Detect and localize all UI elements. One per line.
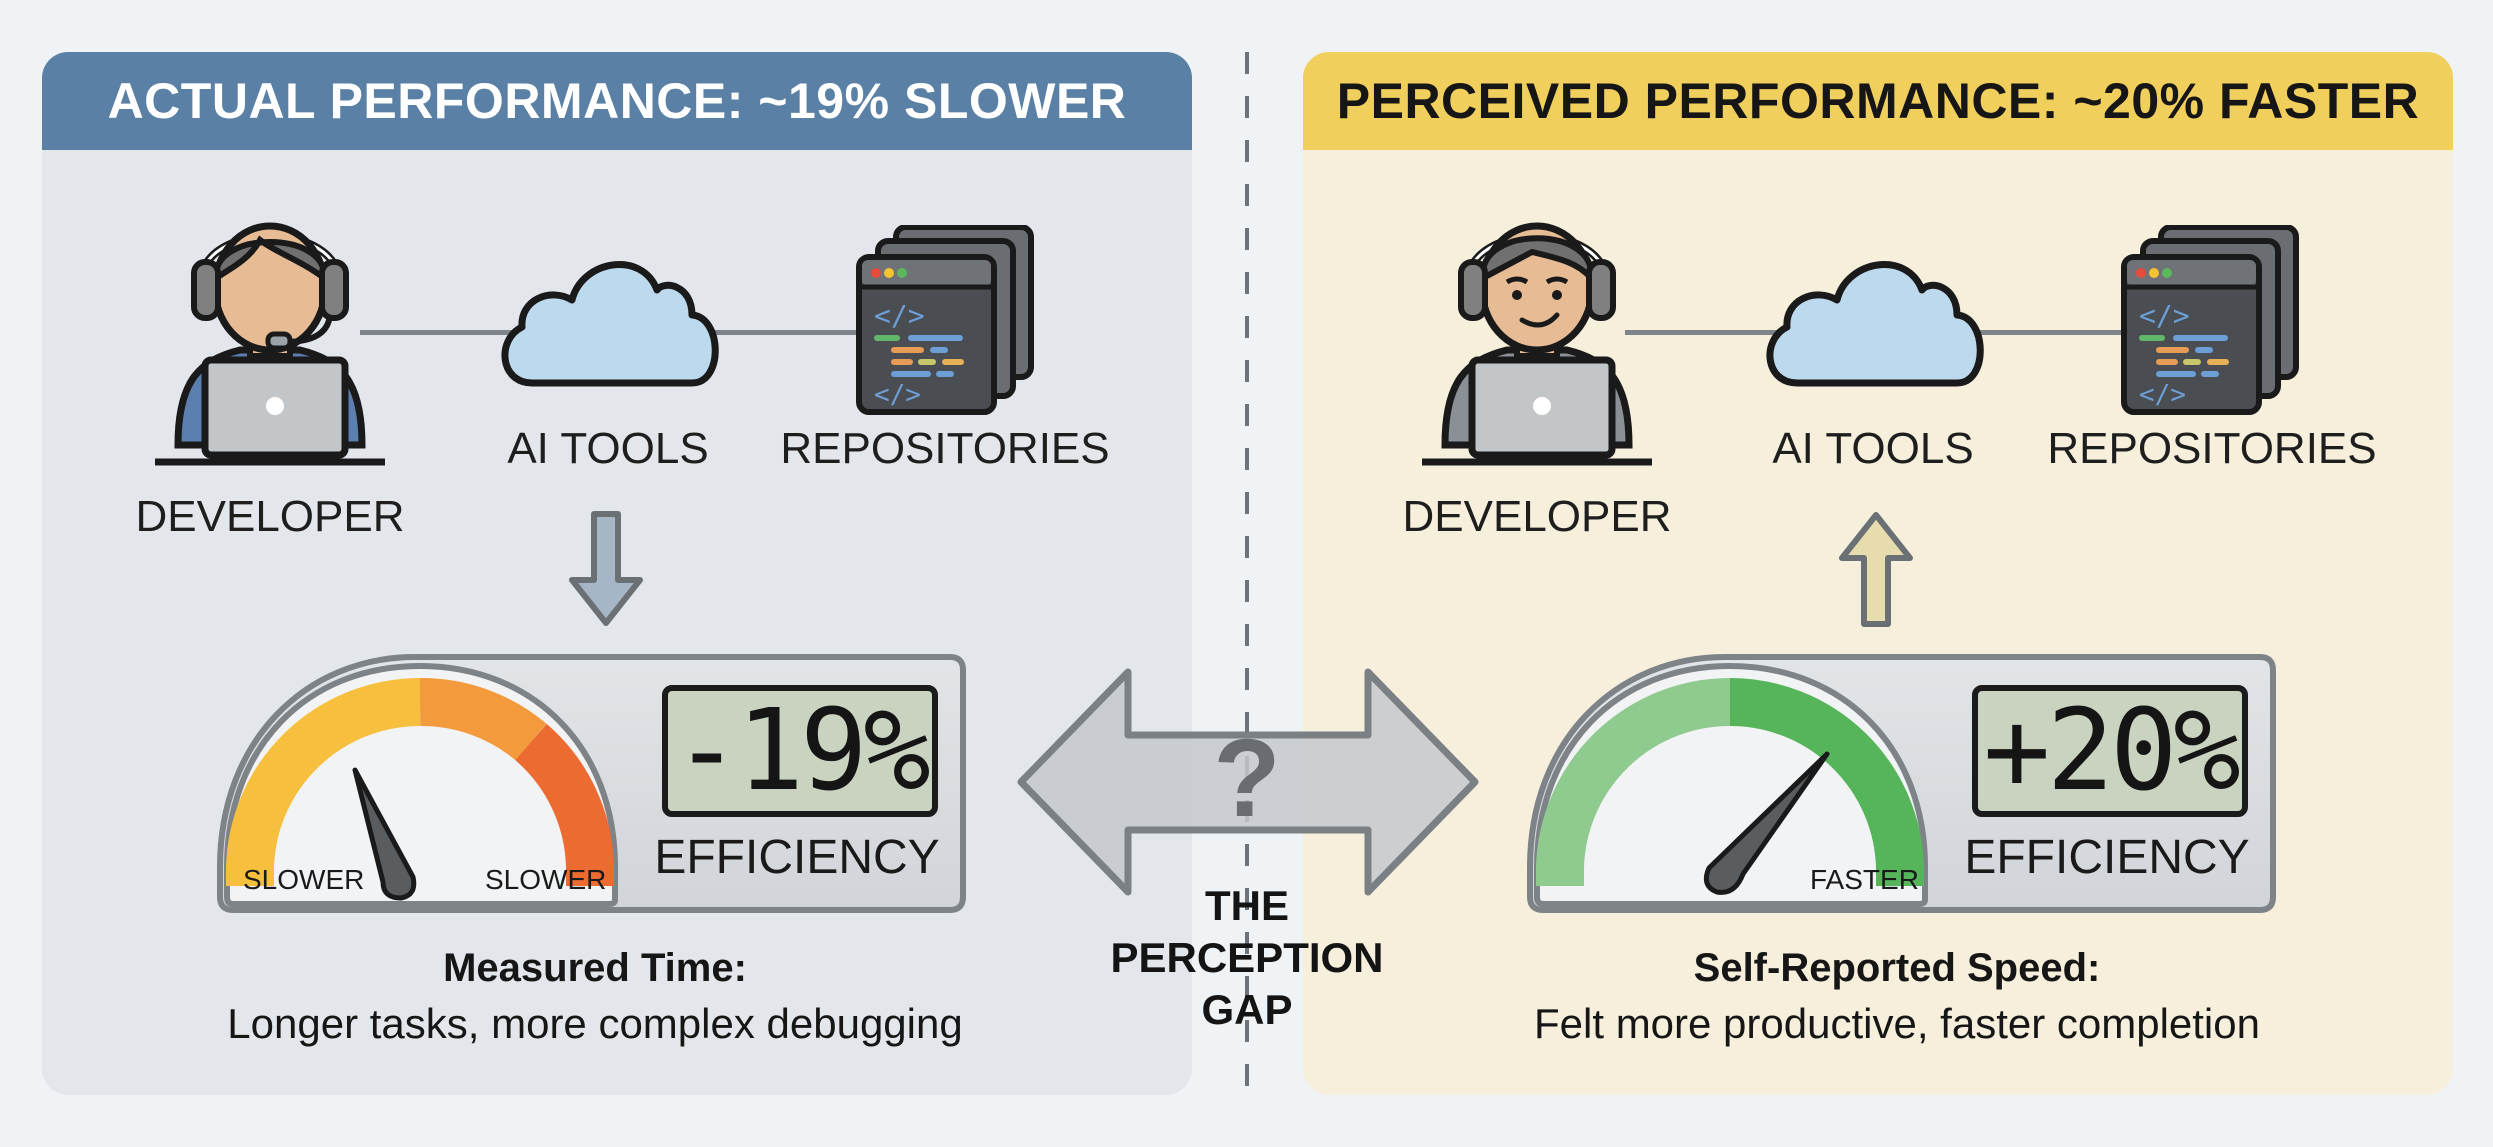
- arrow-down-icon: [568, 510, 644, 628]
- efficiency-label-perceived: EFFICIENCY: [1964, 831, 2250, 884]
- svg-text:</>: </>: [874, 380, 921, 410]
- perceived-performance-header: PERCEIVED PERFORMANCE: ~20% FASTER: [1303, 52, 2453, 150]
- measured-time-text: Longer tasks, more complex debugging: [227, 1000, 963, 1047]
- measured-time-title: Measured Time:: [443, 946, 747, 990]
- arrow-up-icon: [1838, 510, 1914, 628]
- svg-text:</>: </>: [874, 299, 925, 332]
- repositories-label: REPOSITORIES: [780, 424, 1110, 473]
- ai-tools-label: AI TOOLS: [1772, 424, 1974, 473]
- cloud-icon: [492, 245, 728, 390]
- developer-label: DEVELOPER: [1402, 492, 1672, 541]
- lcd-efficiency-value-actual: -19%: [662, 685, 938, 817]
- perception-gap-line-1: THE: [1204, 882, 1289, 929]
- ai-tools-label: AI TOOLS: [507, 424, 709, 473]
- efficiency-gauge-card-actual: SLOWER SLOWER -19% EFFICIENCY: [215, 652, 968, 915]
- developer-with-headset-icon: [1417, 200, 1657, 480]
- gauge-tick-left-slower: SLOWER: [243, 864, 365, 895]
- cloud-icon: [1757, 245, 1993, 390]
- developer-label: DEVELOPER: [135, 492, 405, 541]
- self-reported-speed-text: Felt more productive, faster completion: [1534, 1000, 2260, 1047]
- svg-text:</>: </>: [2139, 299, 2190, 332]
- actual-performance-header: ACTUAL PERFORMANCE: ~19% SLOWER: [42, 52, 1192, 150]
- code-window-stack-icon: </> </>: [856, 225, 1046, 415]
- gauge-tick-right-faster: FASTER: [1810, 864, 1919, 895]
- question-mark-icon: ?: [1213, 717, 1281, 840]
- code-window-stack-icon: </> </>: [2121, 225, 2311, 415]
- double-headed-arrow-icon: [1013, 660, 1483, 905]
- perception-gap-line-3: GAP: [1201, 986, 1293, 1033]
- dashed-divider: [1245, 52, 1249, 1102]
- efficiency-gauge-card-perceived: FASTER +20% EFFICIENCY: [1525, 652, 2278, 915]
- perception-gap-label: THE PERCEPTION GAP: [1110, 880, 1383, 1036]
- gauge-tick-right-slower: SLOWER: [485, 864, 607, 895]
- efficiency-label-actual: EFFICIENCY: [654, 831, 940, 884]
- developer-with-headset-icon: [150, 200, 390, 480]
- perception-gap-line-2: PERCEPTION: [1110, 934, 1384, 981]
- svg-text:</>: </>: [2139, 380, 2186, 410]
- repositories-label: REPOSITORIES: [2047, 424, 2377, 473]
- lcd-efficiency-value-perceived: +20%: [1972, 685, 2248, 817]
- self-reported-speed-title: Self-Reported Speed:: [1693, 946, 2101, 990]
